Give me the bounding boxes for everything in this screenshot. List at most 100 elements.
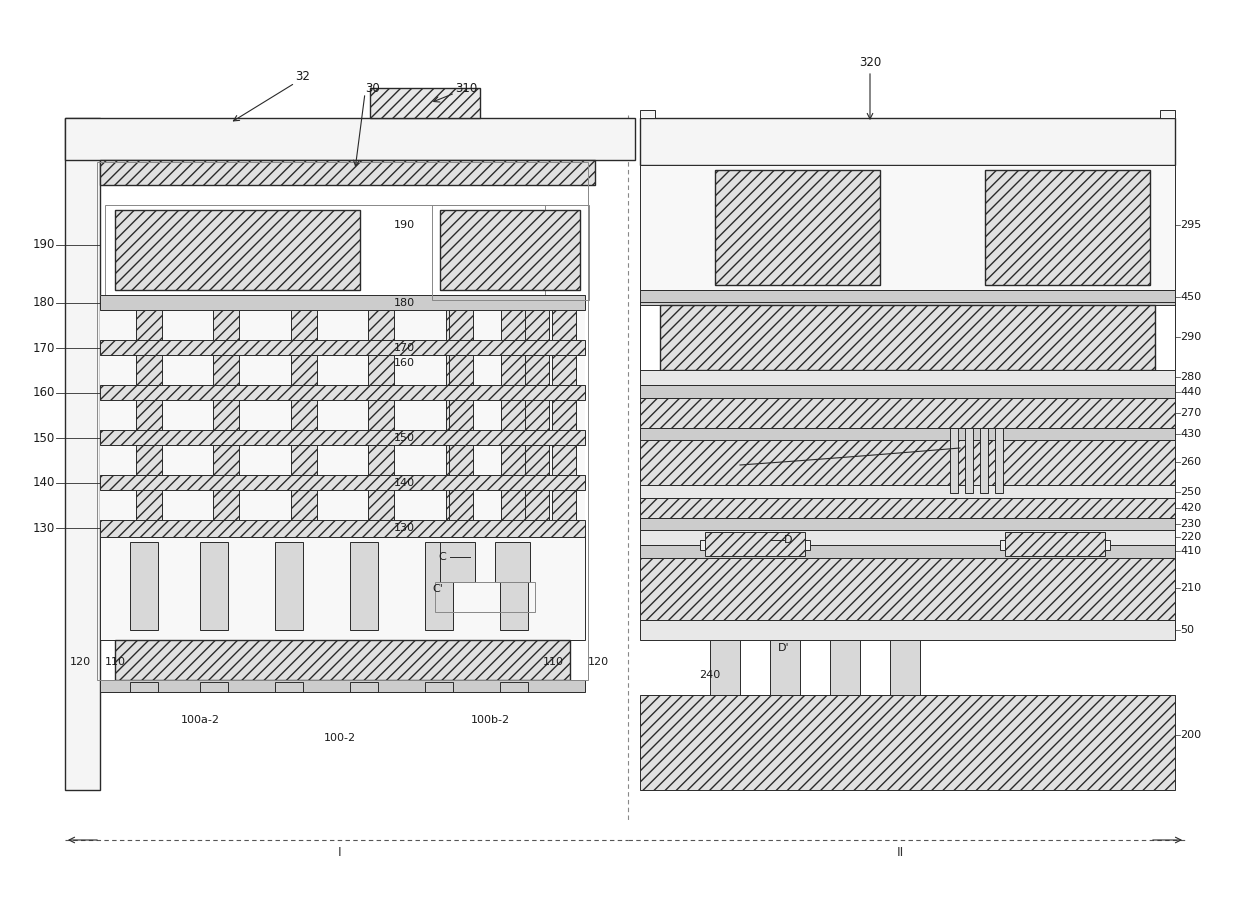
Text: 450: 450 (1180, 292, 1202, 302)
Text: 290: 290 (1180, 332, 1202, 342)
Bar (290, 490, 316, 520)
Bar (715, 170, 880, 285)
Bar (425, 542, 453, 630)
Text: D': D' (777, 643, 790, 653)
Bar (350, 542, 378, 630)
Bar (100, 520, 585, 537)
Bar (770, 640, 800, 695)
Text: C': C' (432, 584, 443, 594)
Bar (100, 537, 585, 640)
Bar (213, 445, 239, 475)
Bar (200, 542, 228, 630)
Text: 430: 430 (1180, 429, 1202, 439)
Text: 190: 190 (394, 220, 415, 230)
Bar (445, 400, 471, 430)
Text: 210: 210 (1180, 583, 1202, 593)
Bar (640, 290, 1176, 305)
Text: 140: 140 (32, 476, 55, 489)
Bar (890, 640, 920, 695)
Text: 150: 150 (32, 431, 55, 444)
Bar (552, 490, 577, 520)
Text: C: C (438, 552, 445, 562)
Bar (501, 490, 525, 520)
Bar (290, 310, 316, 340)
Bar (115, 210, 360, 290)
Bar (449, 355, 472, 385)
Bar (213, 310, 239, 340)
Bar (445, 310, 471, 340)
Bar (275, 542, 303, 630)
Bar (501, 400, 525, 430)
Bar (370, 88, 480, 118)
Text: 170: 170 (32, 341, 55, 354)
Bar (640, 370, 1176, 385)
Bar (495, 542, 529, 582)
Bar (135, 400, 161, 430)
Bar (552, 355, 577, 385)
Bar (449, 310, 472, 340)
Bar (135, 310, 161, 340)
Bar (523, 355, 549, 385)
Bar (130, 542, 157, 630)
Text: 110: 110 (543, 657, 563, 667)
Bar (501, 445, 525, 475)
Bar (640, 558, 1176, 620)
Bar (701, 540, 810, 550)
Text: 320: 320 (859, 57, 882, 70)
Bar (100, 340, 585, 355)
Bar (213, 355, 239, 385)
Bar (435, 582, 534, 612)
Bar (100, 680, 585, 692)
Bar (445, 355, 471, 385)
Bar (368, 490, 394, 520)
Text: I: I (339, 845, 342, 858)
Text: 32: 32 (295, 70, 310, 83)
Bar (994, 428, 1003, 493)
Bar (640, 620, 1176, 640)
Text: 200: 200 (1180, 730, 1202, 740)
Bar (552, 310, 577, 340)
Bar (1004, 532, 1105, 556)
Bar (500, 542, 528, 630)
Text: D: D (784, 535, 792, 545)
Bar (440, 210, 580, 290)
Bar (999, 540, 1110, 550)
Bar (965, 428, 973, 493)
Bar (368, 445, 394, 475)
Bar (640, 485, 1176, 498)
Text: 260: 260 (1180, 457, 1202, 467)
Bar (200, 682, 228, 692)
Text: 140: 140 (394, 478, 415, 488)
Bar (449, 490, 472, 520)
Bar (640, 165, 1176, 290)
Bar (350, 682, 378, 692)
Text: 100-2: 100-2 (324, 733, 356, 743)
Bar (275, 682, 303, 692)
Text: 180: 180 (32, 297, 55, 309)
Text: 110: 110 (104, 657, 125, 667)
Text: II: II (897, 845, 904, 858)
Text: 130: 130 (394, 523, 415, 533)
Bar (368, 400, 394, 430)
Bar (290, 355, 316, 385)
Bar (445, 490, 471, 520)
Text: 160: 160 (32, 386, 55, 399)
Bar (980, 428, 988, 493)
Bar (290, 445, 316, 475)
Bar (660, 305, 1154, 370)
Text: 180: 180 (394, 298, 415, 308)
Bar (552, 445, 577, 475)
Bar (425, 682, 453, 692)
Bar (64, 118, 635, 160)
Text: 130: 130 (32, 521, 55, 534)
Bar (500, 682, 528, 692)
Text: 420: 420 (1180, 503, 1202, 513)
Text: 410: 410 (1180, 546, 1202, 556)
Bar (213, 400, 239, 430)
Bar (640, 530, 1176, 545)
Bar (440, 542, 475, 582)
Text: 440: 440 (1180, 387, 1202, 397)
Bar (640, 518, 1176, 530)
Bar (100, 295, 585, 310)
Bar (501, 310, 525, 340)
